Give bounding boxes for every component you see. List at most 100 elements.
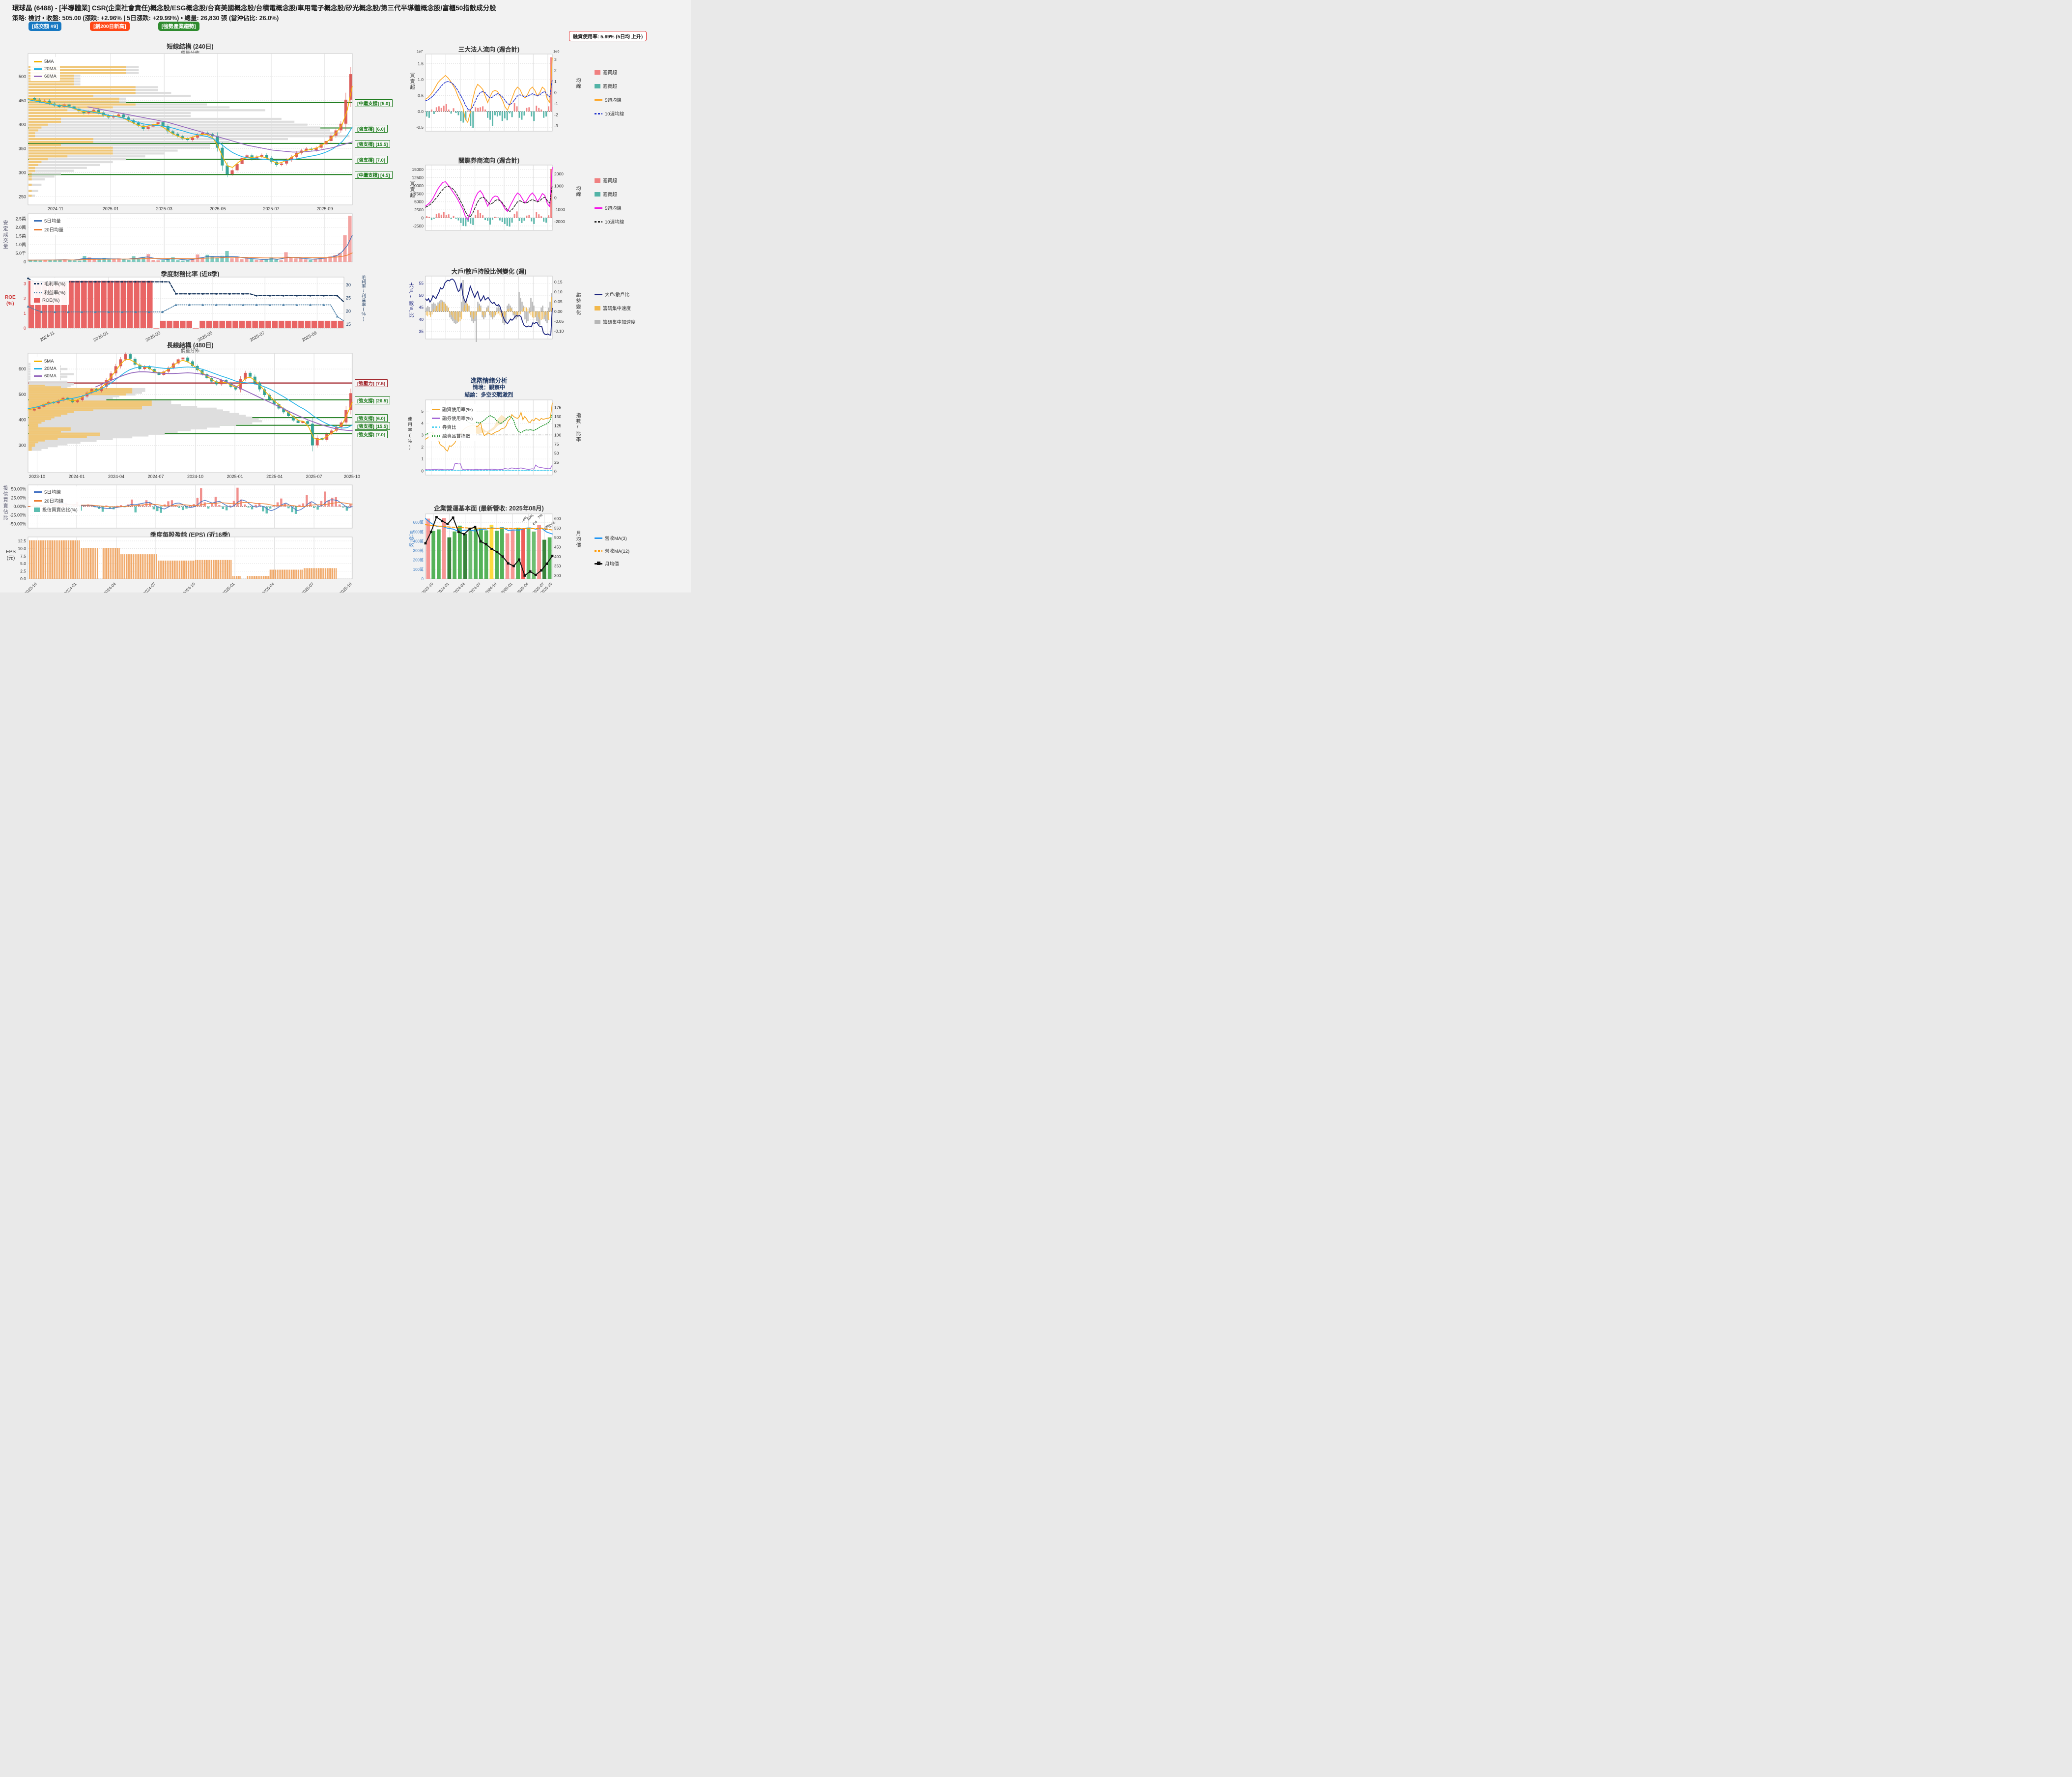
svg-text:0: 0 <box>421 215 424 220</box>
svg-text:1.5: 1.5 <box>418 61 424 66</box>
svg-text:350: 350 <box>19 146 26 151</box>
swatch-10w-ma-2 <box>595 221 602 223</box>
swatch-short-usage <box>432 417 440 419</box>
axis-label-usage-rate: 使用率(%) <box>407 417 412 451</box>
svg-text:2.5萬: 2.5萬 <box>15 216 26 222</box>
swatch-monthly-avg-price <box>595 562 602 565</box>
svg-text:2025-04: 2025-04 <box>516 582 530 592</box>
svg-text:2025-10: 2025-10 <box>344 474 360 479</box>
level-label-strong-support-265: [強支撐] [26.5] <box>355 396 391 404</box>
svg-text:2: 2 <box>421 445 424 450</box>
svg-text:2025-04: 2025-04 <box>261 581 275 592</box>
svg-text:400: 400 <box>554 555 561 559</box>
svg-text:-0.05: -0.05 <box>554 319 564 324</box>
svg-text:0.00: 0.00 <box>554 309 563 314</box>
svg-text:10.0: 10.0 <box>18 546 26 551</box>
svg-text:350: 350 <box>554 564 561 568</box>
svg-text:0: 0 <box>554 469 557 474</box>
legend-label-rev-ma3: 營收MA(3) <box>605 536 627 541</box>
svg-text:-0.10: -0.10 <box>554 329 564 334</box>
axis-label-roe: ROE (%) <box>5 295 16 307</box>
svg-text:2024-01: 2024-01 <box>68 474 85 479</box>
eps-plot: 2023-10 2024-01 2024-04 2024-07 2024-10 2025-… <box>18 536 353 592</box>
svg-text:550: 550 <box>554 526 561 531</box>
svg-text:2024-04: 2024-04 <box>108 474 124 479</box>
svg-text:-3: -3 <box>554 123 558 128</box>
legend-label-60ma: 60MA <box>44 74 57 79</box>
svg-text:600: 600 <box>554 517 561 521</box>
svg-text:-2000: -2000 <box>554 219 565 224</box>
legend-label-5ma-long: 5MA <box>44 359 54 364</box>
stock-dashboard: 環球晶 (6488) - [半導體業] CSR(企業社會責任)概念股/ESG概念… <box>0 0 691 592</box>
svg-text:2024-10: 2024-10 <box>187 474 203 479</box>
svg-text:300: 300 <box>19 170 26 175</box>
badge-row: [成交額 #9] [創200日新高] [強勢產業趨勢] <box>28 22 199 31</box>
legend-label-5ma: 5MA <box>44 59 54 64</box>
chart-title-long-structure: 長線結構 (480日) <box>167 342 214 349</box>
legend-label-60ma-long: 60MA <box>44 373 57 379</box>
level-label-mid-support-5: [中繼支撐] [5.0] <box>355 99 393 107</box>
svg-text:2500: 2500 <box>414 207 424 212</box>
svg-text:35: 35 <box>419 329 424 334</box>
badge-turnover-rank: [成交額 #9] <box>28 22 62 31</box>
svg-text:400: 400 <box>19 122 26 127</box>
svg-text:5000: 5000 <box>414 199 424 204</box>
svg-text:25: 25 <box>346 296 351 301</box>
legend-label-20ma: 20MA <box>44 66 57 72</box>
svg-text:2023-10: 2023-10 <box>29 474 45 479</box>
swatch-itrust-ma5 <box>34 491 42 493</box>
legend-holder-ratio: 大戶/散戶比 籌碼集中速度 籌碼集中加速度 <box>595 291 636 325</box>
svg-text:-2: -2 <box>554 112 558 117</box>
svg-text:2025-01: 2025-01 <box>227 474 243 479</box>
chart-title-short-structure: 短線結構 (240日) <box>167 43 214 50</box>
swatch-big-retail-ratio <box>595 293 602 295</box>
svg-text:2024-01: 2024-01 <box>63 581 77 592</box>
svg-text:-2500: -2500 <box>413 224 424 228</box>
chart-subtitle-long-structure: 價量分佈 <box>180 348 200 354</box>
axis-label-ma-1: 均線 <box>575 78 580 89</box>
svg-text:500: 500 <box>19 74 26 79</box>
svg-text:50: 50 <box>419 293 424 298</box>
svg-text:2023-10: 2023-10 <box>24 581 38 592</box>
axis-label-itrust: 投信買賣佔比 <box>2 485 7 521</box>
svg-text:2024-07: 2024-07 <box>142 581 156 592</box>
legend-label-vol-ma5: 5日均量 <box>44 219 61 224</box>
svg-text:600: 600 <box>19 367 26 371</box>
legend-label-big-retail-ratio: 大戶/散戶比 <box>605 292 630 298</box>
axis-label-margin-rates: 毛利率/利益率(%) <box>361 275 366 321</box>
key-broker-flow-plot: -25000250050007500100001250015000-2000-1… <box>412 165 565 231</box>
svg-text:2.0萬: 2.0萬 <box>15 225 26 230</box>
legend-label-margin-usage: 融資使用率(%) <box>442 407 473 413</box>
svg-text:2025-09: 2025-09 <box>316 206 333 211</box>
legend-volume: 5日均量 20日均量 <box>30 215 67 235</box>
level-label-strong-support-7-long: [強支撐] [7.0] <box>355 430 388 438</box>
svg-text:400萬: 400萬 <box>413 538 424 543</box>
swatch-5w-ma-1 <box>595 99 602 101</box>
legend-long-structure: 5MA 20MA 60MA <box>30 357 60 381</box>
legend-label-weekly-buy-1: 週買超 <box>603 70 617 76</box>
level-label-strong-support-6: [強支撐] [6.0] <box>355 125 388 133</box>
swatch-itrust-ma20 <box>34 500 42 502</box>
svg-text:1: 1 <box>24 311 26 316</box>
svg-text:175: 175 <box>554 405 561 410</box>
svg-text:-50.00%: -50.00% <box>9 521 26 526</box>
svg-text:2025-03: 2025-03 <box>156 206 172 211</box>
swatch-20ma-long <box>34 368 42 369</box>
svg-text:2.5: 2.5 <box>20 569 26 574</box>
svg-text:7.5: 7.5 <box>20 554 26 559</box>
swatch-gross-margin <box>34 282 42 284</box>
svg-text:25: 25 <box>554 460 559 465</box>
legend-label-monthly-avg-price: 月均價 <box>605 562 619 567</box>
legend-label-vol-ma20: 20日均量 <box>44 227 64 233</box>
swatch-vol-ma20 <box>34 228 42 230</box>
axis-label-eps: EPS (元) <box>6 549 16 561</box>
legend-label-roe: ROE(%) <box>42 298 60 303</box>
legend-label-weekly-buy-2: 週買超 <box>603 178 617 184</box>
svg-text:1: 1 <box>421 456 424 461</box>
swatch-60ma-long <box>34 375 42 377</box>
swatch-5ma <box>34 61 42 62</box>
svg-text:500: 500 <box>554 536 561 540</box>
holder-ratio-plot: 35 40 45 50 55 -0.10 -0.05 0.00 0.05 0.10 0.15 <box>419 276 564 342</box>
legend-label-profit-margin: 利益率(%) <box>44 290 66 296</box>
svg-text:0.05: 0.05 <box>554 299 563 304</box>
